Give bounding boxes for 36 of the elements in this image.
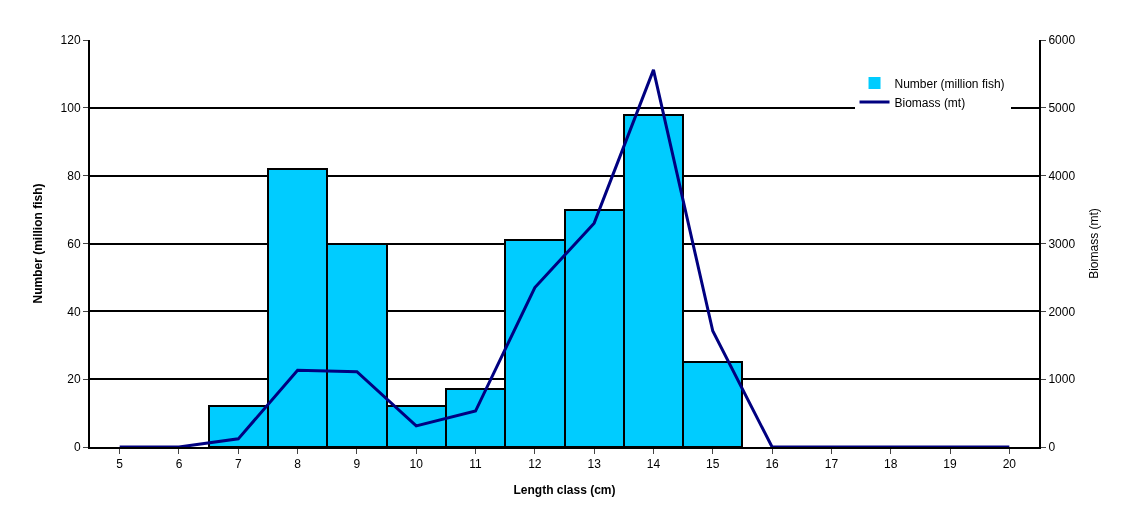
x-tick-label: 6 — [175, 457, 183, 472]
y-tick-label: 80 — [67, 168, 81, 183]
x-tick-label: 15 — [706, 457, 720, 472]
y2-tick-label: 1000 — [1048, 372, 1076, 387]
x-tick-label: 13 — [587, 457, 602, 472]
y2-tick-label: 0 — [1048, 440, 1056, 455]
x-tick-label: 12 — [528, 457, 542, 472]
x-tick-label: 9 — [353, 457, 361, 472]
x-tick-label: 8 — [294, 457, 302, 472]
x-tick-label: 11 — [469, 457, 483, 472]
y2-tick-label: 3000 — [1048, 236, 1076, 251]
x-tick-label: 14 — [646, 457, 661, 472]
y2-tick-label: 5000 — [1048, 101, 1076, 116]
x-tick-label: 16 — [765, 457, 780, 472]
y-tick-label: 0 — [73, 440, 81, 455]
y2-tick-label: 4000 — [1048, 168, 1076, 183]
x-tick-label: 17 — [824, 457, 839, 472]
y-tick-label: 20 — [67, 372, 81, 387]
x-tick-label: 20 — [1002, 457, 1017, 472]
y2-axis-title: Biomass (mt) — [1086, 208, 1101, 279]
x-tick-label: 5 — [116, 457, 124, 472]
y2-tick-label: 2000 — [1048, 304, 1076, 319]
y-axis-title: Number (million fish) — [31, 183, 46, 304]
x-axis-title: Length class (cm) — [513, 482, 616, 497]
x-tick-label: 7 — [234, 457, 242, 472]
x-tick-label: 19 — [943, 457, 958, 472]
y-tick-label: 120 — [60, 33, 81, 48]
x-tick-label: 18 — [884, 457, 898, 472]
legend-label: Biomass (mt) — [894, 95, 966, 110]
y2-tick-label: 6000 — [1048, 33, 1076, 48]
line-series — [118, 68, 1011, 447]
legend-label: Number (million fish) — [894, 76, 1005, 91]
y-tick-label: 60 — [67, 236, 81, 251]
y-tick-label: 100 — [60, 101, 81, 116]
x-tick-label: 10 — [409, 457, 424, 472]
y-tick-label: 40 — [67, 304, 81, 319]
